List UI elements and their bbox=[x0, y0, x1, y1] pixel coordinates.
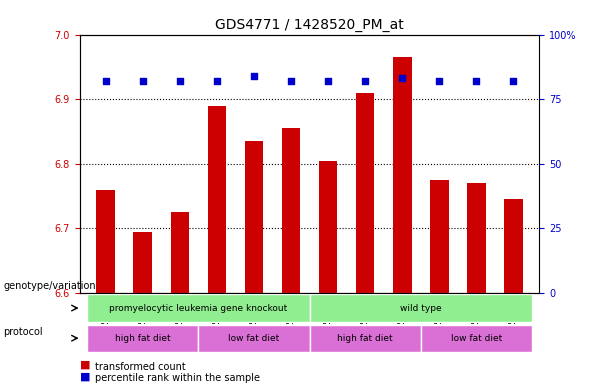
Text: wild type: wild type bbox=[400, 304, 441, 313]
Text: high fat diet: high fat diet bbox=[115, 334, 170, 343]
FancyBboxPatch shape bbox=[310, 295, 532, 322]
Text: ■: ■ bbox=[80, 360, 90, 370]
FancyBboxPatch shape bbox=[421, 324, 532, 352]
Text: genotype/variation: genotype/variation bbox=[3, 281, 96, 291]
Text: low fat diet: low fat diet bbox=[228, 334, 280, 343]
Text: low fat diet: low fat diet bbox=[451, 334, 502, 343]
Bar bbox=[430, 180, 449, 293]
Point bbox=[212, 78, 222, 84]
Point bbox=[101, 78, 110, 84]
Point bbox=[323, 78, 333, 84]
FancyBboxPatch shape bbox=[87, 295, 310, 322]
Point bbox=[286, 78, 296, 84]
Point bbox=[138, 78, 148, 84]
Text: high fat diet: high fat diet bbox=[337, 334, 393, 343]
Point bbox=[397, 75, 407, 81]
Point bbox=[509, 78, 519, 84]
Point bbox=[435, 78, 444, 84]
Bar bbox=[467, 183, 485, 293]
FancyBboxPatch shape bbox=[87, 324, 199, 352]
Bar bbox=[170, 212, 189, 293]
Text: promyelocytic leukemia gene knockout: promyelocytic leukemia gene knockout bbox=[109, 304, 287, 313]
Text: ■: ■ bbox=[80, 371, 90, 381]
Point bbox=[360, 78, 370, 84]
Bar bbox=[96, 190, 115, 293]
Point bbox=[471, 78, 481, 84]
Bar bbox=[504, 199, 523, 293]
Text: transformed count: transformed count bbox=[95, 362, 186, 372]
Point bbox=[249, 73, 259, 79]
Bar bbox=[208, 106, 226, 293]
Title: GDS4771 / 1428520_PM_at: GDS4771 / 1428520_PM_at bbox=[215, 18, 404, 32]
FancyBboxPatch shape bbox=[199, 324, 310, 352]
Text: protocol: protocol bbox=[3, 327, 43, 337]
Bar bbox=[282, 128, 300, 293]
FancyBboxPatch shape bbox=[310, 324, 421, 352]
Bar bbox=[245, 141, 263, 293]
Bar bbox=[134, 232, 152, 293]
Bar bbox=[319, 161, 337, 293]
Bar bbox=[393, 57, 411, 293]
Text: percentile rank within the sample: percentile rank within the sample bbox=[95, 373, 260, 383]
Point bbox=[175, 78, 185, 84]
Bar bbox=[356, 93, 375, 293]
